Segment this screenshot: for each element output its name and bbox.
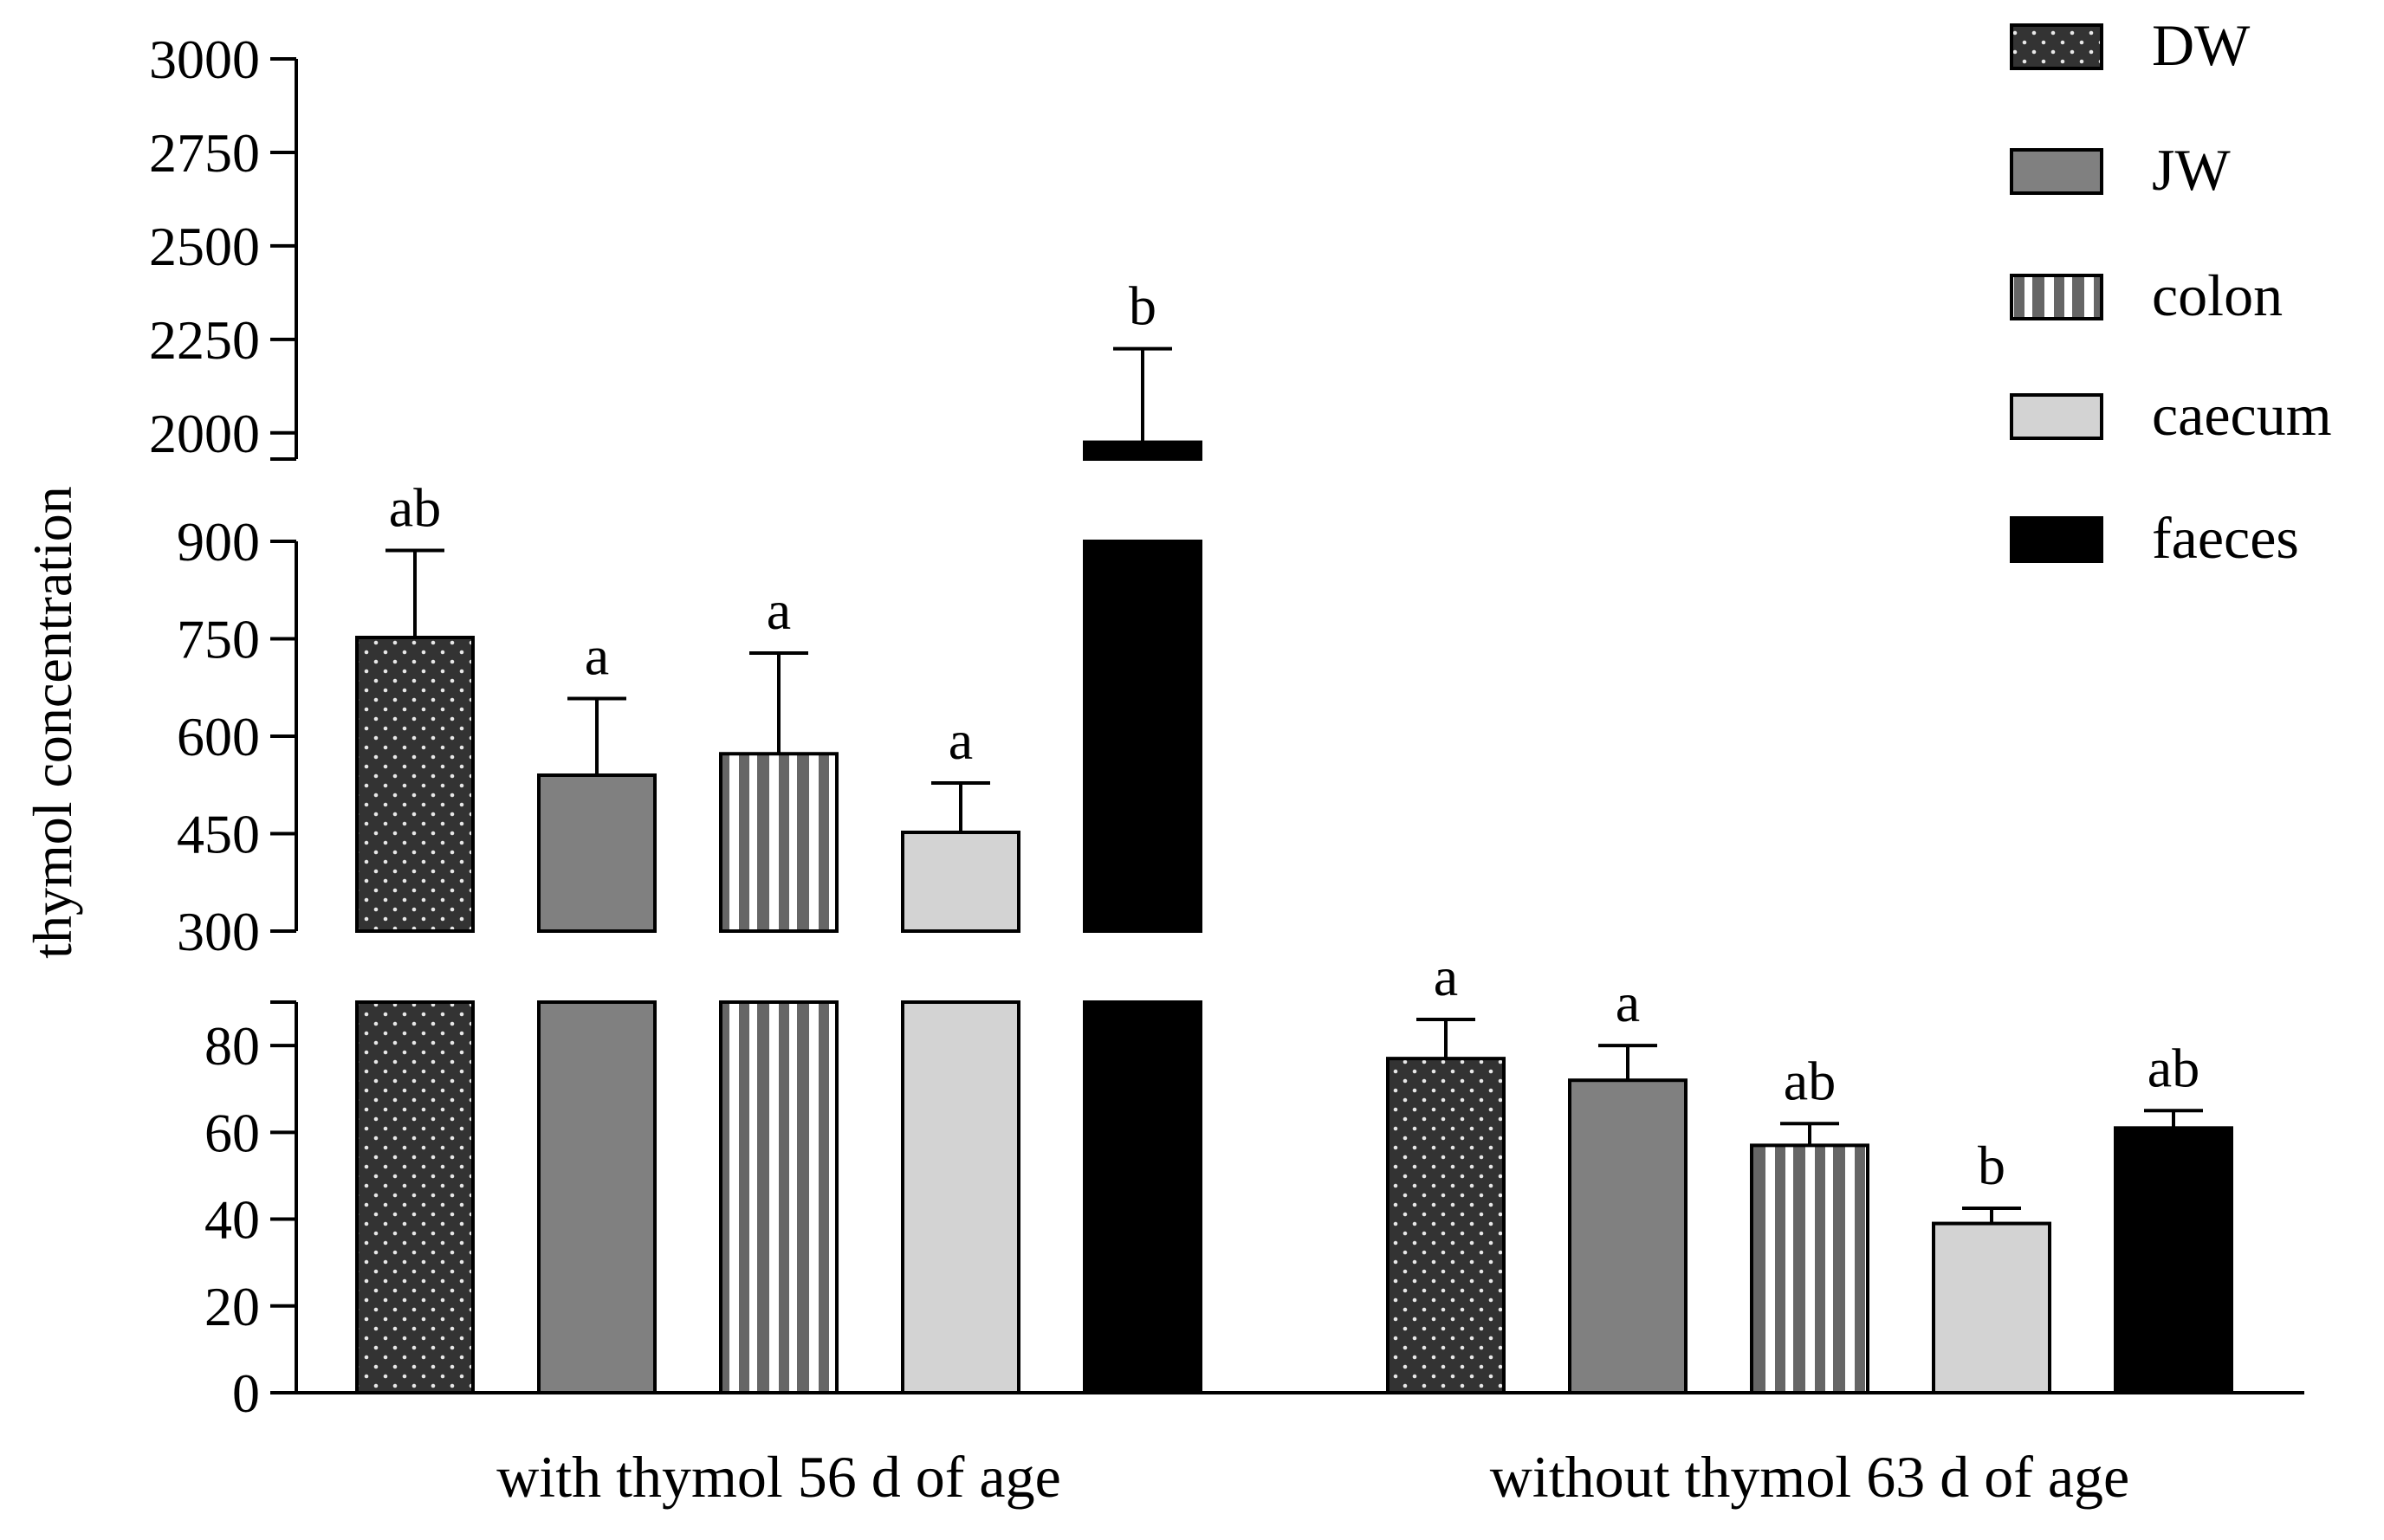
y-tick-label: 0: [232, 1362, 260, 1424]
legend-label-colon: colon: [2152, 262, 2283, 328]
significance-label: ab: [2148, 1037, 2199, 1098]
bar-caecum-without-thymol: [1932, 1221, 2051, 1394]
legend-swatch-JW: [2010, 148, 2103, 195]
legend-label-JW: JW: [2152, 137, 2231, 203]
bar-faeces-with-thymol: [1083, 540, 1202, 933]
significance-label: a: [767, 579, 791, 641]
bar-caecum-with-thymol: [901, 1000, 1020, 1394]
bar-colon-without-thymol: [1750, 1143, 1869, 1395]
legend-label-caecum: caecum: [2152, 382, 2332, 448]
y-tick-label: 750: [177, 609, 260, 670]
y-tick-label: 60: [204, 1102, 260, 1163]
legend-swatch-colon: [2010, 274, 2103, 320]
significance-label: b: [1129, 275, 1156, 337]
legend-swatch-DW: [2010, 23, 2103, 70]
legend-label-faeces: faeces: [2152, 505, 2299, 571]
legend-swatch-caecum: [2010, 393, 2103, 440]
y-tick-label: 300: [177, 901, 260, 962]
x-category-label: without thymol 63 d of age: [1490, 1444, 2129, 1510]
y-tick-label: 40: [204, 1189, 260, 1251]
bar-faeces-without-thymol: [2114, 1126, 2233, 1395]
y-tick-label: 2250: [149, 309, 260, 371]
bar-faeces-with-thymol: [1083, 1000, 1202, 1394]
bar-JW-without-thymol: [1568, 1078, 1688, 1394]
bar-caecum-with-thymol: [901, 831, 1020, 933]
y-tick-label: 3000: [149, 29, 260, 90]
bar-JW-with-thymol: [537, 1000, 657, 1394]
significance-label: ab: [389, 477, 441, 539]
y-tick-label: 2000: [149, 403, 260, 464]
bar-colon-with-thymol: [719, 1000, 839, 1394]
bar-faeces-with-thymol: [1083, 440, 1202, 462]
x-category-label: with thymol 56 d of age: [496, 1444, 1061, 1510]
y-tick-label: 600: [177, 706, 260, 767]
y-tick-label: 450: [177, 804, 260, 865]
significance-label: a: [1434, 946, 1458, 1007]
y-tick-label: 20: [204, 1276, 260, 1337]
bar-DW-with-thymol: [355, 1000, 475, 1394]
significance-label: b: [1978, 1135, 2005, 1196]
significance-label: ab: [1784, 1050, 1836, 1111]
significance-label: a: [585, 625, 609, 687]
y-axis-title: thymol concentration: [22, 486, 83, 959]
y-tick-label: 900: [177, 511, 260, 573]
bar-DW-with-thymol: [355, 636, 475, 933]
y-tick-label: 80: [204, 1015, 260, 1077]
legend-swatch-faeces: [2010, 516, 2103, 563]
legend-label-DW: DW: [2152, 12, 2251, 78]
bar-JW-with-thymol: [537, 773, 657, 933]
bar-DW-without-thymol: [1386, 1057, 1506, 1394]
y-tick-label: 2500: [149, 216, 260, 277]
bar-colon-with-thymol: [719, 752, 839, 933]
significance-label: a: [1616, 972, 1640, 1033]
significance-label: a: [949, 709, 973, 771]
y-tick-label: 2750: [149, 122, 260, 184]
